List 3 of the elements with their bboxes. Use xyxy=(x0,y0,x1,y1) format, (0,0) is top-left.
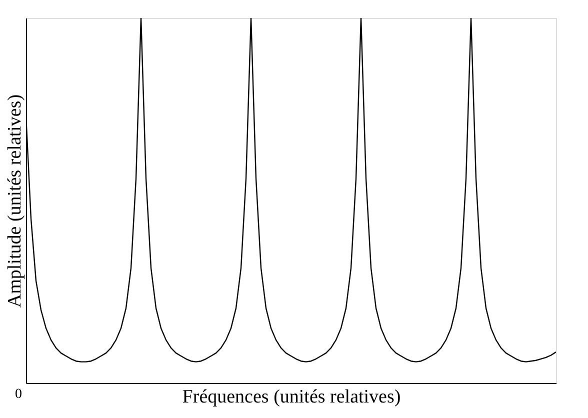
y-axis-title: Amplitude (unités relatives) xyxy=(4,94,26,308)
text: 0 xyxy=(15,387,22,402)
x-axis-title: Fréquences (unités relatives) xyxy=(182,386,401,408)
